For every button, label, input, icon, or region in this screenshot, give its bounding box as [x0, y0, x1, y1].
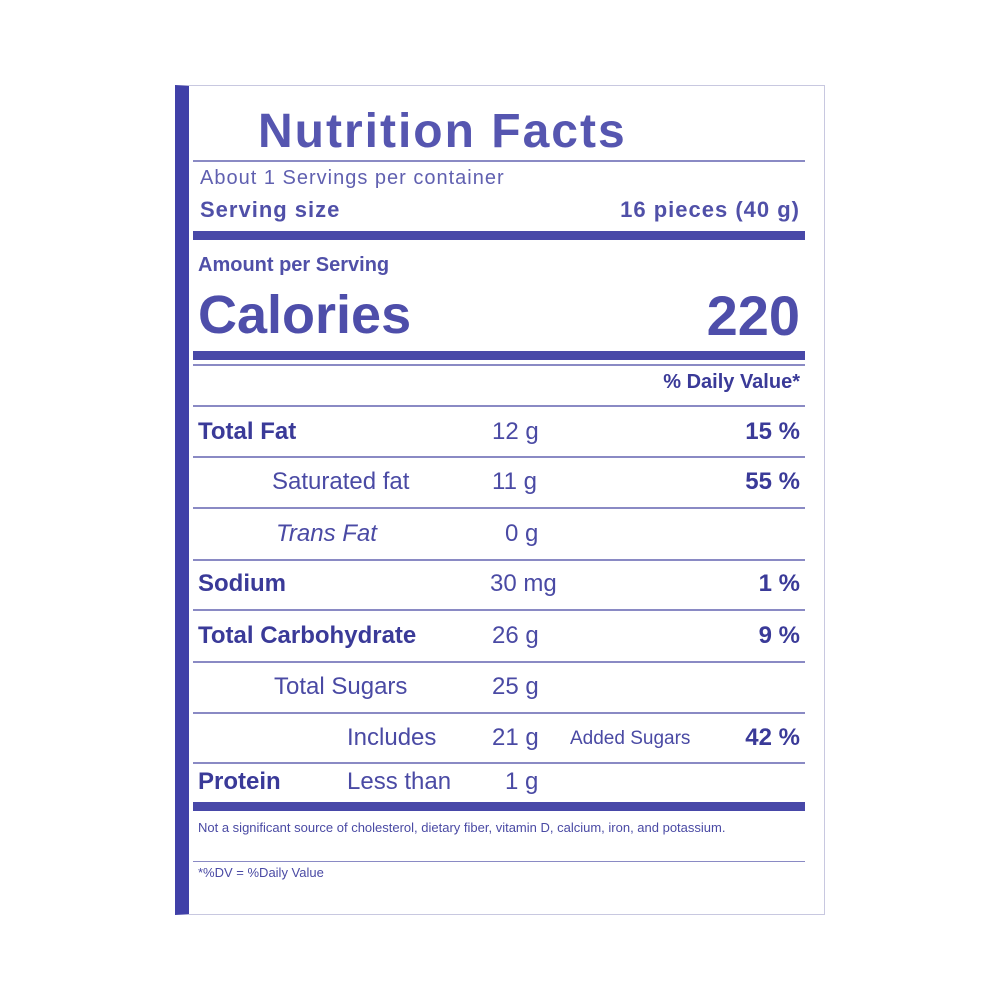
row-amount: 1 g	[505, 768, 539, 795]
rule	[193, 762, 805, 764]
row-name: Trans Fat	[276, 520, 377, 547]
label-box	[175, 85, 825, 915]
row-dv: 42 %	[745, 724, 800, 751]
rule	[193, 160, 805, 162]
rule	[193, 364, 805, 366]
row-name: Protein	[198, 768, 281, 795]
servings: About 1 Servings per container	[200, 167, 505, 189]
rule	[193, 712, 805, 714]
row-name: Includes	[347, 724, 437, 751]
rule	[193, 609, 805, 611]
row-dv: 1 %	[758, 570, 800, 597]
thick-rule	[193, 231, 805, 240]
rule	[193, 559, 805, 561]
dv-note: *%DV = %Daily Value	[198, 865, 324, 880]
row-amount: 21 g	[492, 724, 539, 751]
rule	[193, 861, 805, 862]
serving-size-value: 16 pieces (40 g)	[620, 197, 800, 222]
row-name: Total Carbohydrate	[198, 622, 417, 649]
row-name: Total Fat	[198, 418, 297, 445]
row-dv: 9 %	[758, 622, 800, 649]
calories-value: 220	[706, 284, 800, 347]
row-name: Sodium	[198, 570, 286, 597]
row-dv: 15 %	[745, 418, 800, 445]
thick-rule	[193, 802, 805, 811]
row-amount: 30 mg	[490, 570, 557, 597]
row-dv: 55 %	[745, 468, 800, 495]
rule	[193, 507, 805, 509]
row-amount: 0 g	[505, 520, 539, 547]
rule	[193, 661, 805, 663]
row-amount: 26 g	[492, 622, 539, 649]
footnote: Not a significant source of cholesterol,…	[198, 820, 726, 835]
rule	[193, 405, 805, 407]
row-amount: 25 g	[492, 673, 539, 700]
row-name: Total Sugars	[274, 673, 408, 700]
rule	[193, 456, 805, 458]
row-prefix: Less than	[347, 768, 452, 795]
row-amount: 12 g	[492, 418, 539, 445]
title: Nutrition Facts	[258, 105, 627, 158]
calories-label: Calories	[198, 285, 412, 345]
amount-per-serving: Amount per Serving	[198, 254, 390, 276]
thick-rule	[193, 351, 805, 360]
row-extra: Added Sugars	[570, 728, 691, 749]
row-name: Saturated fat	[272, 468, 410, 495]
dv-header: % Daily Value*	[663, 371, 800, 393]
serving-size-label: Serving size	[200, 197, 341, 222]
row-amount: 11 g	[492, 468, 537, 495]
